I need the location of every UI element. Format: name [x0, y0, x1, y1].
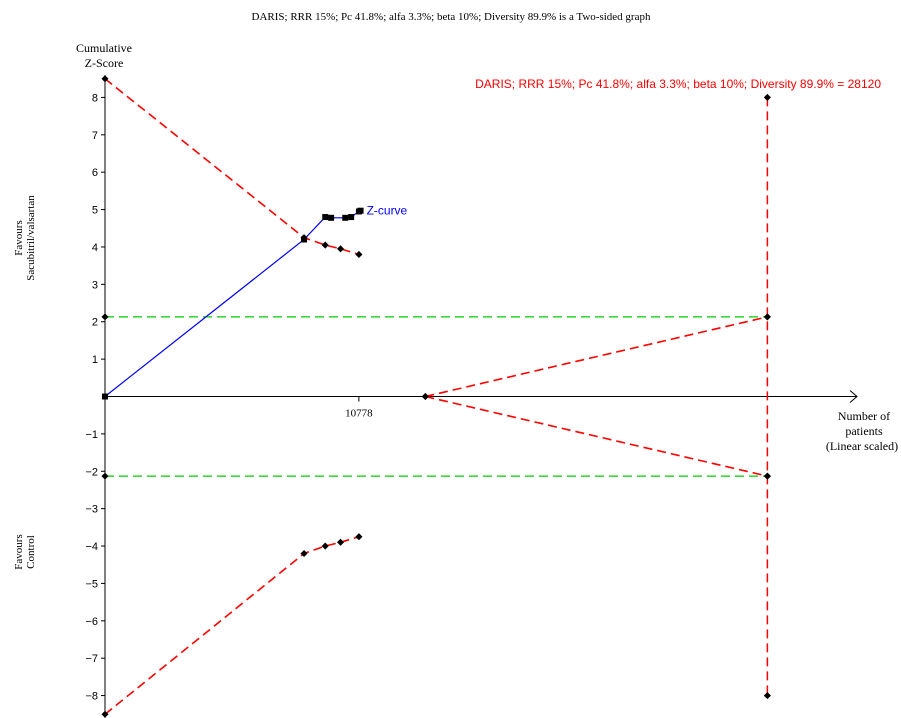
- boundary-line-1: [104, 78, 360, 256]
- boundary-point-4-0: [421, 392, 429, 401]
- axes: −8 −7 −6 −5 −4 −3 −2 −1 1 2 3 4 5 6 7 8: [85, 75, 858, 718]
- x-axis-label-line1: Number of: [838, 409, 890, 423]
- x-axis-arrow: [849, 390, 858, 403]
- z-curve-point-3: [328, 214, 335, 221]
- ris-label: DARIS; RRR 15%; Pc 41.8%; alfa 3.3%; bet…: [475, 77, 881, 91]
- favours-upper-line1: Favours: [13, 220, 25, 255]
- z-curve-point-0: [102, 393, 108, 400]
- boundary-point-1-3: [337, 245, 345, 253]
- boundary-point-2-2: [321, 542, 329, 550]
- series-lines: [104, 78, 769, 715]
- boundary-line-2: [104, 535, 360, 715]
- boundary-line-4: [425, 395, 768, 477]
- y-tick-label-6: 6: [92, 167, 98, 179]
- boundary-point-1-2: [321, 241, 329, 249]
- y-tick-label--7: −7: [85, 653, 98, 665]
- z-curve-label: Z-curve: [367, 204, 408, 218]
- boundary-point-2-0: [101, 710, 109, 718]
- boundary-point-1-1: [300, 234, 308, 242]
- z-curve-point-4: [342, 214, 349, 221]
- y-tick-label--8: −8: [85, 691, 98, 703]
- x-axis-label-line3: (Linear scaled): [826, 439, 898, 453]
- z-curve-point-2: [322, 214, 329, 221]
- conventional-marker-0: [101, 313, 109, 321]
- y-tick-label--1: −1: [85, 429, 98, 441]
- z-curve-line: [104, 210, 361, 397]
- y-tick-label-4: 4: [92, 242, 98, 254]
- conventional-marker-1: [101, 472, 109, 480]
- boundary-point-3-1: [763, 313, 771, 321]
- series-markers: [101, 75, 771, 718]
- ris-marker-top: [763, 93, 771, 101]
- y-tick-label--5: −5: [85, 578, 98, 590]
- z-curve-point-7: [357, 207, 364, 214]
- y-tick-label-2: 2: [92, 317, 98, 329]
- y-tick-label-8: 8: [92, 92, 98, 104]
- y-tick-label-3: 3: [92, 279, 98, 291]
- boundary-point-1-0: [101, 75, 109, 83]
- boundary-line-3: [425, 316, 768, 398]
- conventional-boundaries: [105, 316, 768, 477]
- x-tick-label-10778: 10778: [345, 408, 373, 420]
- x-axis-label-line2: patients: [845, 424, 883, 438]
- boundary-point-2-3: [337, 538, 345, 546]
- y-tick-label-5: 5: [92, 205, 98, 217]
- ris-marker-bottom: [763, 692, 771, 700]
- y-axis-label-line1: Cumulative: [76, 41, 132, 55]
- favours-lower-line2: Control: [25, 535, 37, 569]
- boundary-point-4-1: [763, 472, 771, 480]
- y-tick-label--2: −2: [85, 466, 98, 478]
- y-tick-label-1: 1: [92, 354, 98, 366]
- boundary-point-2-4: [355, 533, 363, 541]
- y-tick-label-7: 7: [92, 130, 98, 142]
- favours-upper-line2: Sacubitril/valsartan: [25, 195, 37, 281]
- boundary-point-2-1: [300, 549, 308, 558]
- chart-title: DARIS; RRR 15%; Pc 41.8%; alfa 3.3%; bet…: [252, 11, 651, 23]
- y-axis-label-line2: Z-Score: [85, 56, 124, 70]
- z-curve-point-5: [348, 214, 355, 221]
- y-tick-label--4: −4: [85, 541, 98, 553]
- favours-lower-line1: Favours: [13, 534, 25, 569]
- y-tick-label--6: −6: [85, 616, 98, 628]
- y-tick-label--3: −3: [85, 504, 98, 516]
- boundary-point-1-4: [355, 250, 363, 258]
